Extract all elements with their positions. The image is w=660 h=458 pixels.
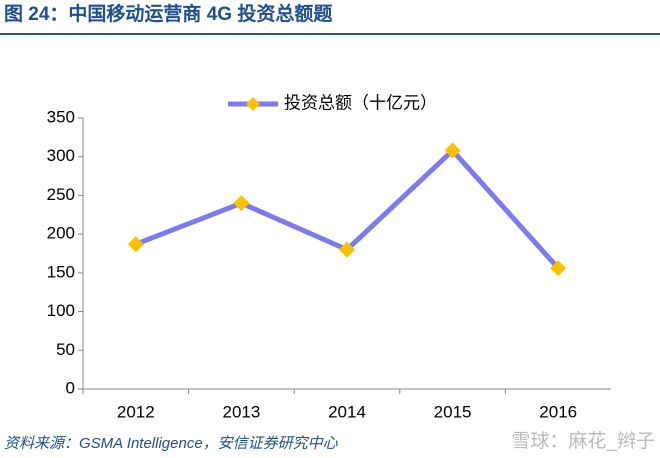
data-point <box>444 142 461 159</box>
x-tick-label: 2014 <box>328 402 366 421</box>
y-tick-label: 250 <box>47 185 75 204</box>
data-point <box>339 241 355 258</box>
y-tick-label: 50 <box>56 340 75 359</box>
y-tick-label: 100 <box>47 301 75 320</box>
x-tick-label: 2016 <box>539 402 577 421</box>
source-note: 资料来源：GSMA Intelligence，安信证券研究中心 <box>4 435 339 452</box>
y-tick-label: 200 <box>47 224 75 243</box>
legend-marker <box>246 97 260 111</box>
chart-title: 图 24：中国移动运营商 4G 投资总额题 <box>4 2 332 25</box>
y-tick-label: 0 <box>66 378 75 397</box>
y-tick-label: 350 <box>47 107 75 126</box>
data-point <box>550 260 567 277</box>
x-tick-label: 2012 <box>117 402 155 421</box>
y-tick-label: 300 <box>47 146 75 165</box>
legend-label: 投资总额（十亿元） <box>284 93 437 112</box>
watermark: 雪球：麻花_辫子 <box>511 430 655 452</box>
data-point <box>127 236 144 253</box>
x-tick-label: 2015 <box>434 402 472 421</box>
y-tick-label: 150 <box>47 262 75 281</box>
x-tick-label: 2013 <box>222 402 260 421</box>
data-point <box>233 195 250 212</box>
